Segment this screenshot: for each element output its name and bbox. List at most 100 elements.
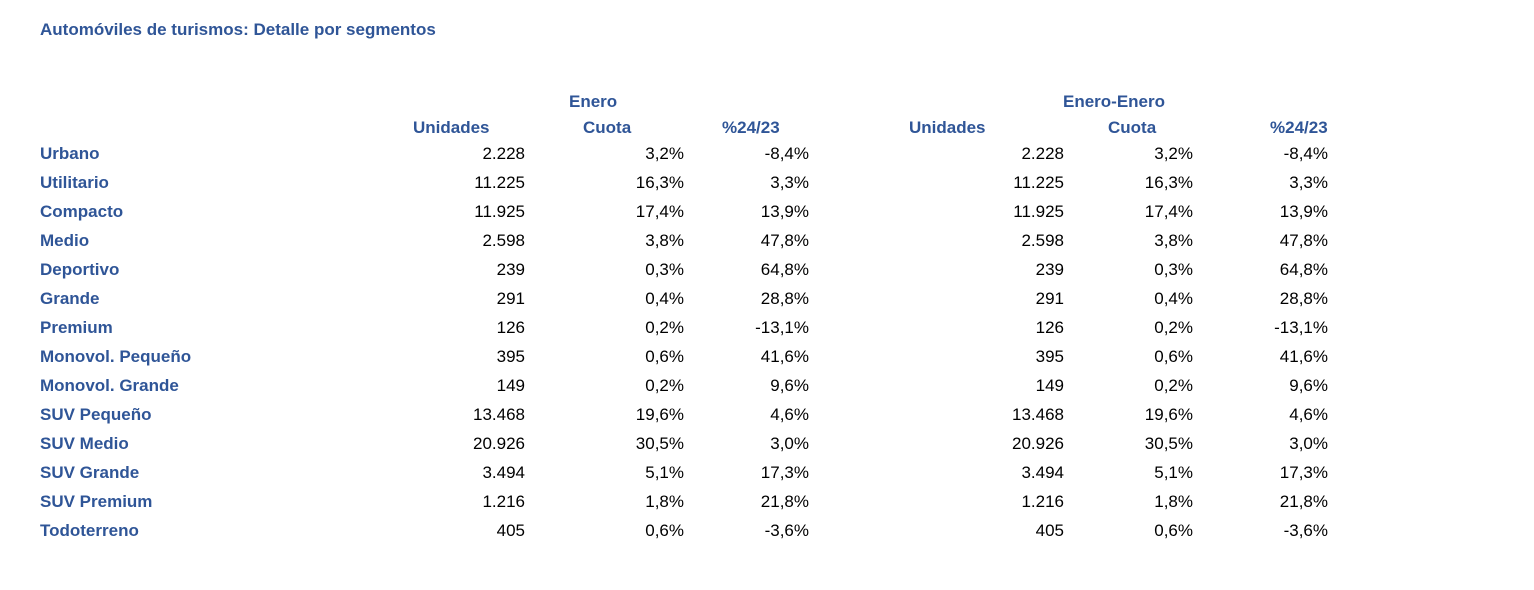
ytd-change-cell: 3,0% [1289,434,1328,453]
ytd-share-cell: 0,2% [1154,318,1193,337]
ytd-share-cell: 3,2% [1154,144,1193,163]
ytd-units-cell: 149 [1035,376,1064,395]
ytd-units-cell: 405 [1035,521,1064,540]
table-row: SUV Premium 1.216 1,8% 21,8% 1.216 1,8% 21,8% [0,489,1534,518]
month-units-cell: 149 [496,376,525,395]
ytd-change-cell: -8,4% [1283,144,1328,163]
month-change-cell: 4,6% [770,405,809,424]
segment-label: Monovol. Grande [40,376,179,395]
table-row: SUV Grande 3.494 5,1% 17,3% 3.494 5,1% 17,3% [0,460,1534,489]
ytd-share-cell: 5,1% [1154,463,1193,482]
month-change-cell: 47,8% [760,231,809,250]
month-change-cell: -8,4% [764,144,809,163]
month-units-cell: 405 [496,521,525,540]
column-header-month-share: Cuota [583,118,632,137]
segment-label: Utilitario [40,173,109,192]
ytd-change-cell: 21,8% [1279,492,1328,511]
ytd-change-cell: 4,6% [1289,405,1328,424]
ytd-share-cell: 1,8% [1154,492,1193,511]
segment-label: SUV Grande [40,463,140,482]
ytd-share-cell: 0,3% [1154,260,1193,279]
month-share-cell: 0,6% [645,347,684,366]
month-units-cell: 395 [496,347,525,366]
column-header-month-change: %24/23 [722,118,780,137]
ytd-units-cell: 2.228 [1021,144,1064,163]
month-change-cell: 3,0% [770,434,809,453]
segment-table: Urbano 2.228 3,2% -8,4% 2.228 3,2% -8,4% Utilit… [0,141,1534,547]
ytd-change-cell: 3,3% [1289,173,1328,192]
segment-label: Medio [40,231,90,250]
month-units-cell: 2.228 [482,144,525,163]
month-share-cell: 16,3% [635,173,684,192]
group-header-ytd: Enero-Enero [1063,92,1166,111]
month-share-cell: 0,2% [645,376,684,395]
table-row: Utilitario 11.225 16,3% 3,3% 11.225 16,3% 3,3% [0,170,1534,199]
month-units-cell: 20.926 [473,434,525,453]
ytd-change-cell: 17,3% [1279,463,1328,482]
month-units-cell: 1.216 [482,492,525,511]
ytd-units-cell: 291 [1035,289,1064,308]
month-units-cell: 291 [496,289,525,308]
segment-label: Deportivo [40,260,120,279]
ytd-share-cell: 0,6% [1154,521,1193,540]
month-units-cell: 11.925 [474,202,525,221]
ytd-share-cell: 16,3% [1144,173,1193,192]
table-row: SUV Pequeño 13.468 19,6% 4,6% 13.468 19,6% 4,6… [0,402,1534,431]
ytd-units-cell: 3.494 [1021,463,1064,482]
segment-label: Urbano [40,144,100,163]
column-header-month-units: Unidades [413,118,490,137]
column-header-ytd-share: Cuota [1108,118,1157,137]
segment-label: SUV Pequeño [40,405,152,424]
ytd-units-cell: 13.468 [1012,405,1064,424]
ytd-share-cell: 30,5% [1144,434,1193,453]
ytd-change-cell: 9,6% [1289,376,1328,395]
month-share-cell: 0,3% [645,260,684,279]
ytd-units-cell: 2.598 [1021,231,1064,250]
ytd-units-cell: 395 [1035,347,1064,366]
ytd-units-cell: 11.225 [1013,173,1064,192]
segment-label: Todoterreno [40,521,139,540]
table-row: SUV Medio 20.926 30,5% 3,0% 20.926 30,5% 3,0% [0,431,1534,460]
month-share-cell: 5,1% [645,463,684,482]
month-change-cell: 28,8% [760,289,809,308]
month-change-cell: 64,8% [760,260,809,279]
ytd-share-cell: 17,4% [1144,202,1193,221]
ytd-change-cell: 47,8% [1279,231,1328,250]
month-change-cell: 41,6% [760,347,809,366]
segment-label: Compacto [40,202,124,221]
month-change-cell: 3,3% [770,173,809,192]
ytd-units-cell: 11.925 [1013,202,1064,221]
month-share-cell: 3,2% [645,144,684,163]
ytd-units-cell: 239 [1035,260,1064,279]
ytd-units-cell: 20.926 [1012,434,1064,453]
ytd-change-cell: 13,9% [1279,202,1328,221]
month-share-cell: 3,8% [645,231,684,250]
ytd-change-cell: 41,6% [1279,347,1328,366]
segment-label: Monovol. Pequeño [40,347,192,366]
table-row: Medio 2.598 3,8% 47,8% 2.598 3,8% 47,8% [0,228,1534,257]
month-units-cell: 13.468 [473,405,525,424]
month-change-cell: 21,8% [760,492,809,511]
table-row: Monovol. Pequeño 395 0,6% 41,6% 395 0,6% 41,6% [0,344,1534,373]
segment-label: SUV Medio [40,434,129,453]
month-units-cell: 2.598 [482,231,525,250]
table-row: Monovol. Grande 149 0,2% 9,6% 149 0,2% 9,6% [0,373,1534,402]
month-share-cell: 0,6% [645,521,684,540]
month-units-cell: 239 [496,260,525,279]
month-change-cell: 17,3% [760,463,809,482]
ytd-units-cell: 1.216 [1021,492,1064,511]
table-row: Todoterreno 405 0,6% -3,6% 405 0,6% -3,6% [0,518,1534,547]
page-title: Automóviles de turismos: Detalle por seg… [40,20,436,39]
month-share-cell: 0,2% [645,318,684,337]
month-units-cell: 11.225 [474,173,525,192]
month-share-cell: 1,8% [645,492,684,511]
ytd-change-cell: 28,8% [1279,289,1328,308]
ytd-share-cell: 0,2% [1154,376,1193,395]
table-row: Urbano 2.228 3,2% -8,4% 2.228 3,2% -8,4% [0,141,1534,170]
ytd-share-cell: 0,4% [1154,289,1193,308]
month-change-cell: -13,1% [755,318,809,337]
segment-label: Premium [40,318,113,337]
table-row: Grande 291 0,4% 28,8% 291 0,4% 28,8% [0,286,1534,315]
month-share-cell: 0,4% [645,289,684,308]
table-row: Premium 126 0,2% -13,1% 126 0,2% -13,1% [0,315,1534,344]
